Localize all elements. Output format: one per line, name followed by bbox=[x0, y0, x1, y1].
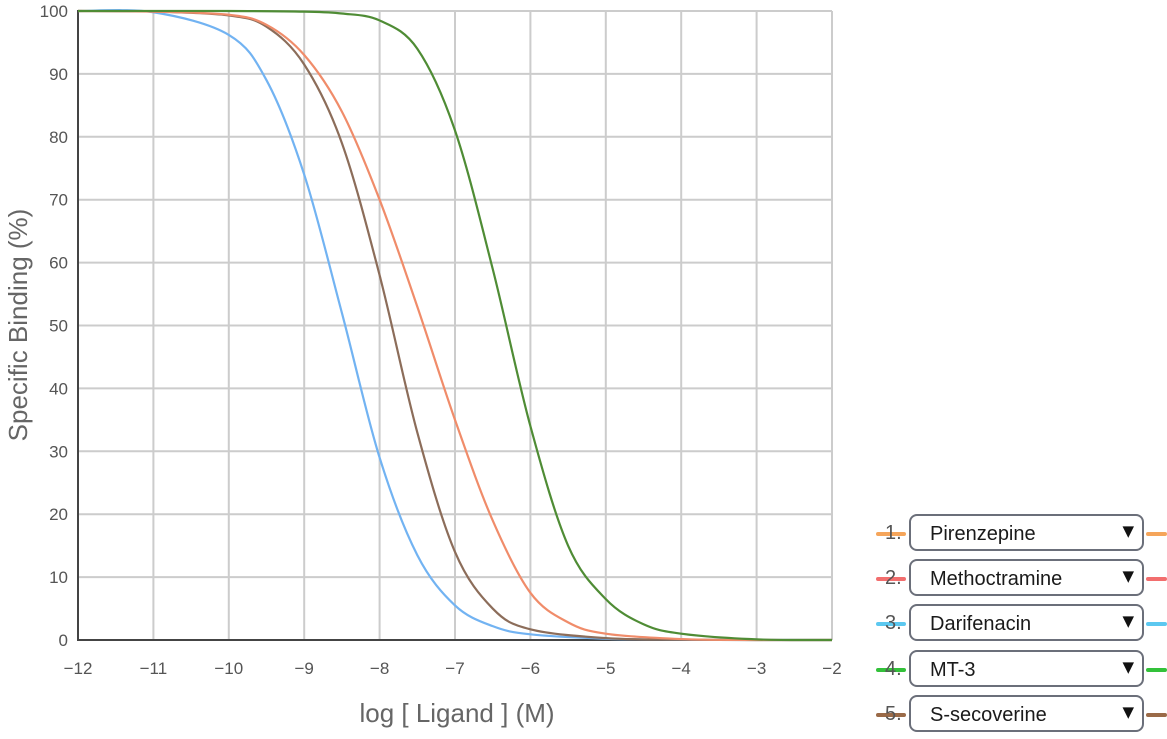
chevron-down-icon: ▼ bbox=[1122, 567, 1134, 586]
legend-swatch-left bbox=[876, 667, 906, 672]
x-tick-label: −5 bbox=[596, 659, 615, 678]
ligand-select-value: S-secoverine bbox=[930, 703, 1047, 726]
legend-item-1: 1. Pirenzepine ▼ bbox=[868, 513, 1167, 558]
legend-number: 3. bbox=[885, 612, 902, 635]
x-tick-label: −8 bbox=[370, 659, 389, 678]
x-tick-label: −7 bbox=[445, 659, 464, 678]
series-line-mt-3 bbox=[77, 9, 833, 642]
y-tick-label: 50 bbox=[49, 317, 68, 336]
x-tick-labels: −12 −11 −10 −9 −8 −7 −6 −5 −4 −3 −2 bbox=[64, 659, 842, 678]
ligand-select-value: Darifenacin bbox=[930, 613, 1032, 636]
x-tick-label: −10 bbox=[214, 659, 243, 678]
legend-swatch-right bbox=[1146, 712, 1167, 717]
legend-swatch-left bbox=[876, 577, 906, 582]
x-tick-label: −4 bbox=[672, 659, 691, 678]
y-tick-label: 0 bbox=[59, 631, 68, 650]
y-tick-label: 10 bbox=[49, 568, 68, 587]
y-tick-label: 70 bbox=[49, 191, 68, 210]
legend-number: 4. bbox=[885, 657, 902, 680]
legend-item-2: 2. Methoctramine ▼ bbox=[868, 558, 1167, 603]
y-axis-title: Specific Binding (%) bbox=[3, 209, 33, 442]
legend-swatch-left bbox=[876, 712, 906, 717]
ligand-select-value: Methoctramine bbox=[930, 568, 1063, 591]
x-tick-label: −12 bbox=[64, 659, 93, 678]
y-tick-label: 80 bbox=[49, 128, 68, 147]
legend-number: 2. bbox=[885, 567, 902, 590]
ligand-select-1[interactable]: Pirenzepine ▼ bbox=[909, 514, 1144, 551]
legend-item-3: 3. Darifenacin ▼ bbox=[868, 603, 1167, 648]
chevron-down-icon: ▼ bbox=[1122, 657, 1134, 676]
legend-swatch-right bbox=[1146, 667, 1167, 672]
x-tick-label: −6 bbox=[521, 659, 540, 678]
y-tick-label: 20 bbox=[49, 505, 68, 524]
chevron-down-icon: ▼ bbox=[1122, 702, 1134, 721]
ligand-select-value: MT-3 bbox=[930, 658, 976, 681]
x-tick-label: −9 bbox=[295, 659, 314, 678]
binding-chart: −12 −11 −10 −9 −8 −7 −6 −5 −4 −3 −2 0 10 20 30 40 50 60 7… bbox=[3, 2, 842, 728]
ligand-select-5[interactable]: S-secoverine ▼ bbox=[909, 694, 1144, 732]
legend-swatch-right bbox=[1146, 622, 1167, 627]
grid bbox=[78, 10, 833, 640]
y-tick-label: 30 bbox=[49, 442, 68, 461]
legend-swatch-right bbox=[1146, 577, 1167, 582]
series-curves bbox=[77, 9, 833, 642]
y-tick-labels: 0 10 20 30 40 50 60 70 80 90 100 bbox=[40, 2, 68, 650]
ligand-select-4[interactable]: MT-3 ▼ bbox=[909, 649, 1144, 687]
y-tick-label: 100 bbox=[40, 2, 68, 21]
x-tick-label: −3 bbox=[747, 659, 766, 678]
y-tick-label: 90 bbox=[49, 65, 68, 84]
x-tick-label: −2 bbox=[822, 659, 841, 678]
chevron-down-icon: ▼ bbox=[1122, 522, 1134, 540]
x-axis-title: log [ Ligand ] (M) bbox=[359, 698, 554, 728]
legend-swatch-right bbox=[1146, 532, 1167, 536]
legend-swatch-left bbox=[876, 532, 906, 536]
legend-item-4: 4. MT-3 ▼ bbox=[868, 649, 1167, 694]
legend-item-5: 5. S-secoverine ▼ bbox=[868, 694, 1167, 739]
legend-number: 5. bbox=[885, 702, 902, 725]
series-line-methoctramine bbox=[77, 9, 833, 642]
ligand-select-3[interactable]: Darifenacin ▼ bbox=[909, 604, 1144, 642]
ligand-select-2[interactable]: Methoctramine ▼ bbox=[909, 559, 1144, 597]
y-tick-label: 40 bbox=[49, 379, 68, 398]
legend: 1. Pirenzepine ▼ 2. Methoctramine ▼ 3. D… bbox=[868, 513, 1167, 739]
chevron-down-icon: ▼ bbox=[1122, 612, 1134, 631]
x-tick-label: −11 bbox=[140, 659, 168, 678]
y-tick-label: 60 bbox=[49, 254, 68, 273]
ligand-select-value: Pirenzepine bbox=[930, 523, 1036, 545]
legend-number: 1. bbox=[885, 522, 902, 544]
legend-swatch-left bbox=[876, 622, 906, 627]
